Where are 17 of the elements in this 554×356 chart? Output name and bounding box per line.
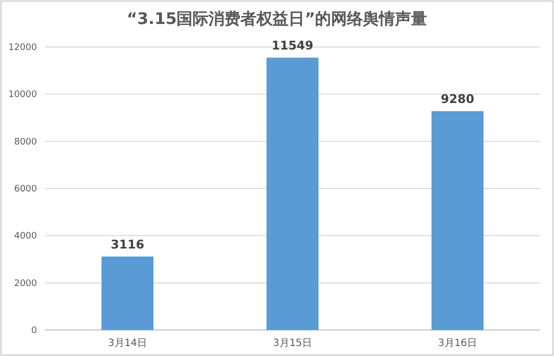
y-tick-label: 0 xyxy=(31,326,38,336)
y-tick-label: 12000 xyxy=(8,43,38,53)
x-tick-label: 3月14日 xyxy=(108,338,148,349)
bar xyxy=(102,256,154,330)
y-tick-label: 10000 xyxy=(8,90,38,100)
data-label: 11549 xyxy=(272,38,314,53)
chart-title: “3.15国际消费者权益日”的网络舆情声量 xyxy=(126,9,428,28)
y-tick-label: 2000 xyxy=(14,278,38,289)
y-tick-label: 6000 xyxy=(14,184,38,194)
data-label: 9280 xyxy=(440,92,474,106)
y-tick-label: 8000 xyxy=(14,137,38,148)
x-tick-label: 3月15日 xyxy=(272,338,312,349)
data-label: 3116 xyxy=(110,238,144,252)
bar xyxy=(266,58,318,330)
x-tick-label: 3月16日 xyxy=(438,338,478,349)
y-tick-label: 4000 xyxy=(14,232,38,242)
bar xyxy=(432,111,484,330)
